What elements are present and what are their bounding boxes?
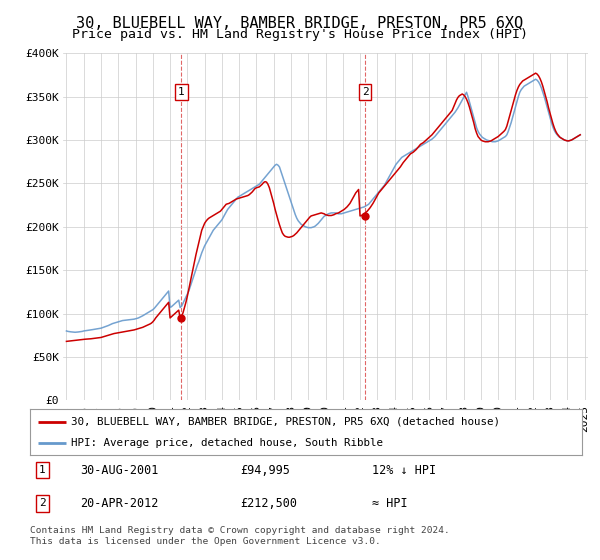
Text: £94,995: £94,995 [240, 464, 290, 477]
Text: 2: 2 [362, 87, 368, 97]
Text: HPI: Average price, detached house, South Ribble: HPI: Average price, detached house, Sout… [71, 438, 383, 448]
Text: 30, BLUEBELL WAY, BAMBER BRIDGE, PRESTON, PR5 6XQ: 30, BLUEBELL WAY, BAMBER BRIDGE, PRESTON… [76, 16, 524, 31]
Text: 1: 1 [178, 87, 185, 97]
Text: Contains HM Land Registry data © Crown copyright and database right 2024.
This d: Contains HM Land Registry data © Crown c… [30, 526, 450, 546]
Text: 20-APR-2012: 20-APR-2012 [80, 497, 158, 510]
Text: Price paid vs. HM Land Registry's House Price Index (HPI): Price paid vs. HM Land Registry's House … [72, 28, 528, 41]
Text: £212,500: £212,500 [240, 497, 297, 510]
Text: 30, BLUEBELL WAY, BAMBER BRIDGE, PRESTON, PR5 6XQ (detached house): 30, BLUEBELL WAY, BAMBER BRIDGE, PRESTON… [71, 417, 500, 427]
Text: 30-AUG-2001: 30-AUG-2001 [80, 464, 158, 477]
Text: 12% ↓ HPI: 12% ↓ HPI [372, 464, 436, 477]
Text: 2: 2 [39, 498, 46, 508]
Text: 1: 1 [39, 465, 46, 475]
Text: ≈ HPI: ≈ HPI [372, 497, 408, 510]
